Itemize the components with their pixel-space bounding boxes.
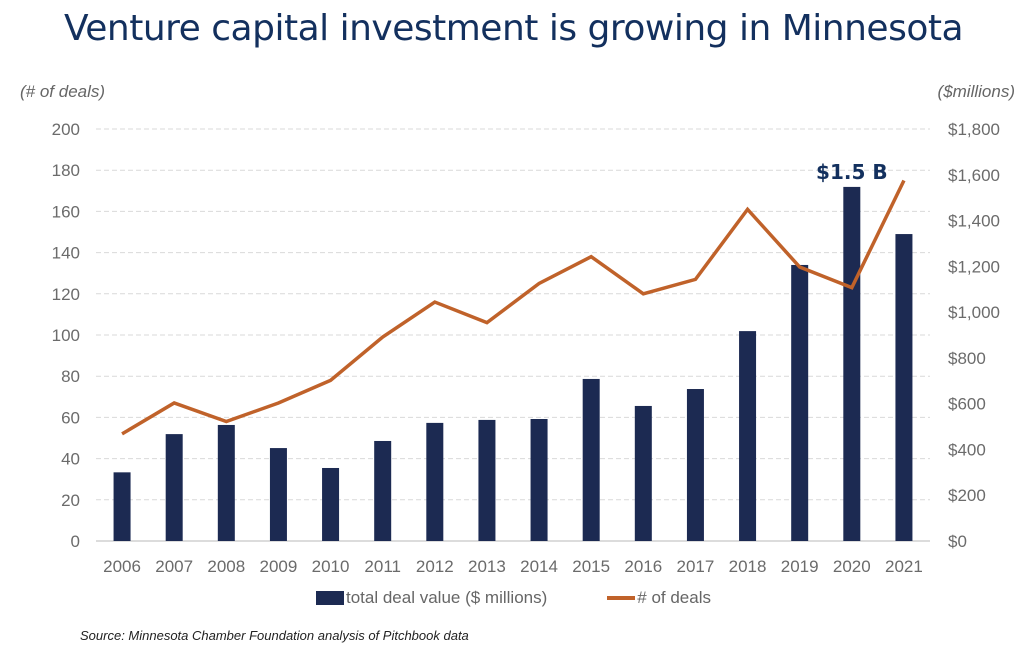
source-note: Source: Minnesota Chamber Foundation ana… [80, 628, 469, 643]
right-tick-label: $400 [948, 440, 986, 459]
bar [634, 405, 652, 541]
left-y-axis: 0 20 40 60 80 100 120 140 160 180 200 [52, 120, 80, 551]
legend: total deal value ($ millions) # of deals [0, 588, 1027, 608]
right-tick-label: $600 [948, 395, 986, 414]
bar [895, 234, 913, 541]
x-tick-label: 2010 [312, 557, 350, 576]
bar [322, 467, 340, 541]
bar [269, 448, 287, 541]
right-y-axis: $0 $200 $400 $600 $800 $1,000 $1,200 $1,400 $1,6… [948, 120, 1000, 551]
legend-label-deal-value: total deal value ($ millions) [346, 588, 548, 607]
x-tick-label: 2015 [572, 557, 610, 576]
left-tick-label: 20 [61, 491, 80, 510]
legend-item-deals: # of deals [607, 588, 711, 608]
x-tick-label: 2012 [416, 557, 454, 576]
x-tick-label: 2006 [103, 557, 141, 576]
line-series [121, 179, 906, 436]
left-tick-label: 100 [52, 326, 80, 345]
x-tick-label: 2011 [364, 557, 401, 576]
left-tick-label: 0 [71, 532, 80, 551]
x-tick-label: 2017 [677, 557, 715, 576]
bar [374, 440, 392, 541]
bar [478, 419, 496, 541]
chart-title: Venture capital investment is growing in… [63, 8, 964, 49]
bar [165, 434, 183, 541]
x-tick-label: 2018 [729, 557, 767, 576]
legend-line-swatch [607, 596, 636, 600]
bar [843, 186, 861, 542]
x-tick-label: 2020 [833, 557, 871, 576]
legend-item-deal-value: total deal value ($ millions) [316, 588, 547, 608]
annotations: $1.5 B [816, 160, 888, 184]
left-tick-label: 140 [52, 244, 80, 263]
right-tick-label: $1,400 [948, 212, 1000, 231]
right-tick-label: $1,800 [948, 120, 1000, 139]
left-tick-label: 80 [61, 367, 80, 386]
deals-line [121, 179, 906, 436]
right-tick-label: $1,600 [948, 166, 1000, 185]
right-tick-label: $1,200 [948, 257, 1000, 276]
left-tick-label: 60 [61, 408, 80, 427]
x-tick-label: 2008 [207, 557, 245, 576]
bar [791, 264, 809, 541]
bar [686, 389, 704, 541]
bar [426, 422, 444, 541]
right-tick-label: $0 [948, 532, 967, 551]
x-axis: 2006 2007 2008 2009 2010 2011 2012 2013 2014 2015… [103, 557, 923, 576]
left-tick-label: 160 [52, 202, 80, 221]
left-tick-label: 120 [52, 285, 80, 304]
right-tick-label: $1,000 [948, 303, 1000, 322]
bar [582, 378, 600, 541]
legend-label-deals: # of deals [637, 588, 711, 607]
left-tick-label: 200 [52, 120, 80, 139]
x-tick-label: 2016 [624, 557, 662, 576]
right-tick-label: $200 [948, 486, 986, 505]
bar [217, 424, 235, 541]
bar-series [113, 186, 913, 542]
x-tick-label: 2013 [468, 557, 506, 576]
bar [530, 419, 548, 541]
bar [739, 331, 757, 541]
x-tick-label: 2009 [260, 557, 298, 576]
x-tick-label: 2021 [885, 557, 923, 576]
x-tick-label: 2014 [520, 557, 558, 576]
right-axis-unit-label: ($millions) [937, 82, 1015, 101]
x-tick-label: 2019 [781, 557, 819, 576]
left-axis-unit-label: (# of deals) [20, 82, 106, 101]
right-tick-label: $800 [948, 349, 986, 368]
left-tick-label: 40 [61, 450, 80, 469]
x-tick-label: 2007 [155, 557, 193, 576]
gridlines [96, 128, 930, 542]
legend-bar-swatch [316, 591, 344, 605]
bar-annotation: $1.5 B [816, 160, 888, 184]
bar [113, 472, 131, 541]
left-tick-label: 180 [52, 161, 80, 180]
